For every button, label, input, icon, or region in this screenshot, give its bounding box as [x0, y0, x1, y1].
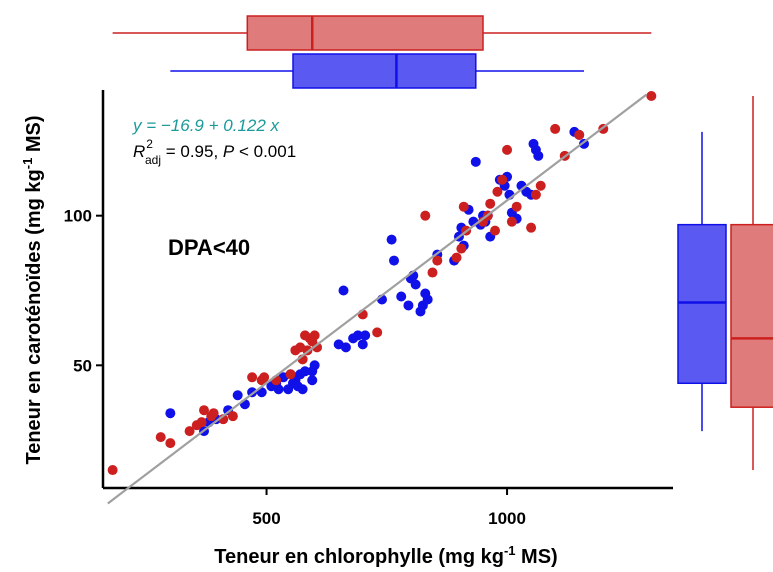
red-point	[247, 372, 258, 383]
y-tick-label: 100	[64, 207, 92, 226]
red-point	[155, 432, 166, 443]
subset-annotation: DPA<40	[168, 235, 250, 260]
blue-point	[422, 294, 433, 305]
x-tick-label: 1000	[488, 509, 526, 528]
blue-point	[386, 234, 397, 245]
red-point	[432, 255, 443, 266]
red-point	[485, 198, 496, 209]
blue-point	[403, 300, 414, 311]
red-point	[165, 438, 176, 449]
blue-point	[533, 150, 544, 161]
regression-line	[107, 93, 648, 505]
red-point	[259, 372, 270, 383]
red-point	[492, 186, 503, 197]
blue-point	[300, 366, 311, 377]
x-axis-title: Teneur en chlorophylle (mg kg-1 MS)	[214, 543, 557, 568]
red-point	[309, 330, 320, 341]
r2-statistic: R2 adj = 0.95, P < 0.001	[133, 137, 296, 167]
red-point	[646, 90, 657, 101]
blue-point	[352, 330, 363, 341]
x-tick-label: 500	[252, 509, 280, 528]
blue-point	[396, 291, 407, 302]
axis-ticks: 500 1000 50 100	[64, 207, 526, 528]
data-points	[107, 90, 657, 476]
blue-point	[273, 384, 284, 395]
red-point	[511, 201, 522, 212]
red-point	[285, 369, 296, 380]
red-point	[208, 408, 219, 419]
blue-point	[307, 375, 318, 386]
plot-area: 500 1000 50 100	[64, 90, 673, 528]
blue-point	[338, 285, 349, 296]
blue-point	[470, 156, 481, 167]
red-point	[196, 417, 207, 428]
y-axis-title: Teneur en caroténoïdes (mg kg-1 MS)	[20, 115, 45, 464]
red-point	[184, 426, 195, 437]
regression-equation: y = −16.9 + 0.122 x	[132, 116, 280, 135]
y-tick-label: 50	[73, 356, 92, 375]
box	[292, 53, 477, 89]
red-point	[497, 174, 508, 185]
red-point	[312, 342, 323, 353]
red-point	[574, 129, 585, 140]
red-point	[535, 180, 546, 191]
blue-point	[309, 360, 320, 371]
red-point	[530, 189, 541, 200]
blue-point	[165, 408, 176, 419]
blue-point	[232, 390, 243, 401]
red-point	[420, 210, 431, 221]
blue-point	[410, 279, 421, 290]
blue-point	[340, 342, 351, 353]
box	[730, 223, 773, 408]
right-marginal-boxplots	[677, 95, 773, 471]
red-point	[506, 216, 517, 227]
red-point	[372, 327, 383, 338]
red-point	[451, 252, 462, 263]
top-marginal-boxplots	[112, 15, 652, 89]
blue-point	[297, 384, 308, 395]
red-point	[199, 405, 210, 416]
box	[677, 223, 727, 385]
blue-point	[360, 330, 371, 341]
blue-point	[389, 255, 400, 266]
red-point	[227, 411, 238, 422]
red-point	[490, 225, 501, 236]
red-point	[550, 123, 561, 134]
red-point	[107, 465, 118, 476]
red-point	[526, 222, 537, 233]
red-point	[458, 201, 469, 212]
box	[246, 15, 484, 51]
red-point	[502, 144, 513, 155]
blue-point	[357, 339, 368, 350]
red-point	[456, 243, 467, 254]
red-point	[427, 267, 438, 278]
